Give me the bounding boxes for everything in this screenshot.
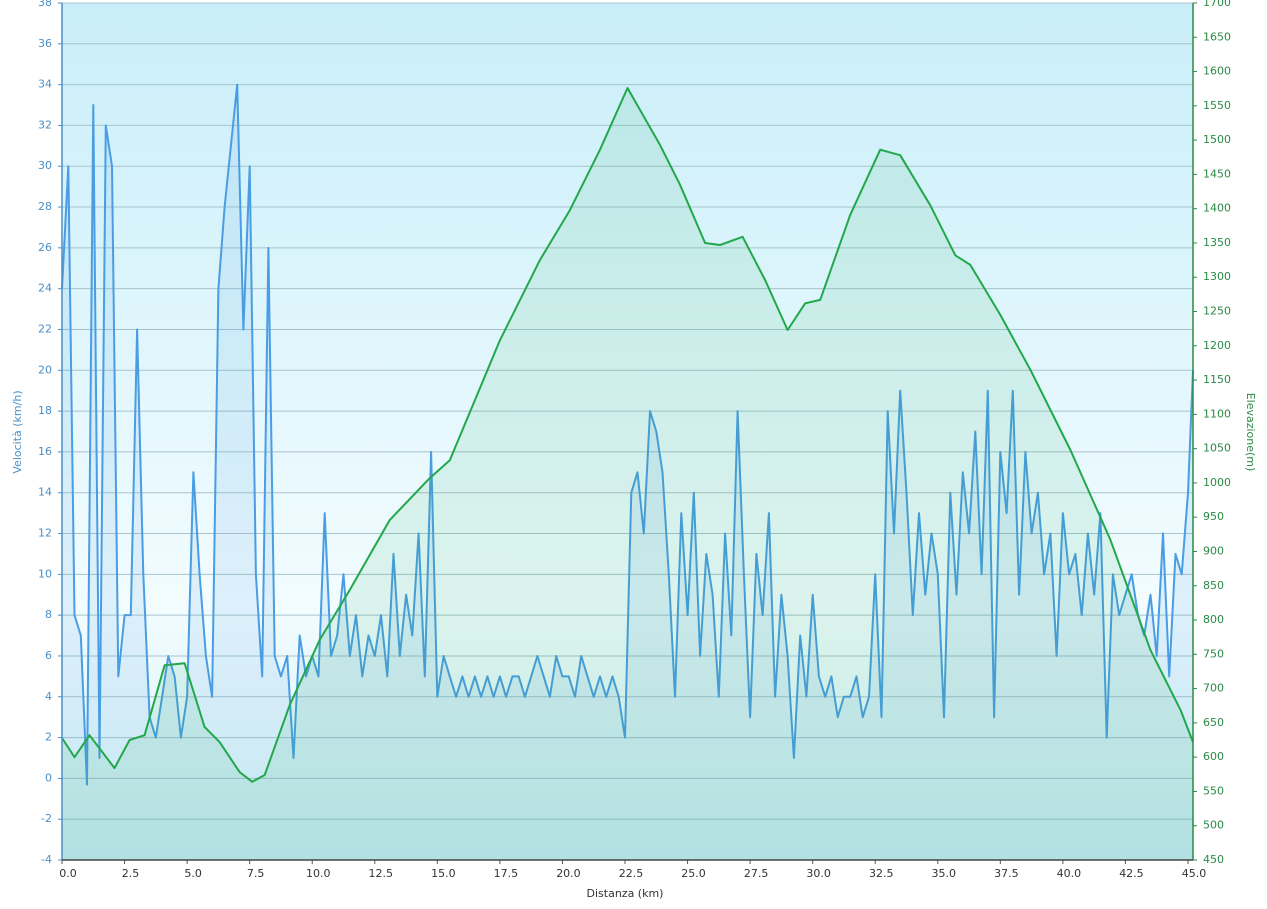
- y2-tick-label: 750: [1203, 647, 1224, 660]
- y2-tick-label: 950: [1203, 510, 1224, 523]
- x-tick-label: 40.0: [1057, 867, 1082, 880]
- y-tick-label: 16: [38, 445, 52, 458]
- y2-tick-label: 1200: [1203, 339, 1231, 352]
- y-tick-label: 28: [38, 200, 52, 213]
- y2-tick-label: 700: [1203, 682, 1224, 695]
- y-tick-label: 36: [38, 37, 52, 50]
- x-tick-label: 45.0: [1182, 867, 1207, 880]
- y-axis-label: Velocità (km/h): [11, 390, 24, 473]
- y-tick-label: 18: [38, 404, 52, 417]
- y-tick-label: 34: [38, 78, 52, 91]
- series-area: [62, 84, 1193, 861]
- y2-tick-label: 600: [1203, 750, 1224, 763]
- x-tick-label: 30.0: [806, 867, 831, 880]
- x-tick-label: 42.5: [1119, 867, 1144, 880]
- y2-tick-label: 1300: [1203, 270, 1231, 283]
- y2-tick-label: 500: [1203, 819, 1224, 832]
- y-tick-label: -4: [41, 853, 52, 866]
- y2-tick-label: 1250: [1203, 305, 1231, 318]
- y2-tick-label: 1100: [1203, 407, 1231, 420]
- y-tick-label: 12: [38, 527, 52, 540]
- y-tick-label: 6: [45, 649, 52, 662]
- y-tick-label: 24: [38, 282, 52, 295]
- y2-tick-label: 850: [1203, 579, 1224, 592]
- series-line: [61, 87, 1194, 783]
- y2-tick-label: 1400: [1203, 202, 1231, 215]
- plot-area: [62, 3, 1193, 860]
- y2-tick-label: 900: [1203, 544, 1224, 557]
- y2-tick-label: 1050: [1203, 442, 1231, 455]
- x-tick-label: 37.5: [994, 867, 1019, 880]
- series-area: [62, 88, 1193, 860]
- y2-tick-label: 650: [1203, 716, 1224, 729]
- y2-tick-label: 1150: [1203, 373, 1231, 386]
- y-tick-label: 20: [38, 363, 52, 376]
- y-tick-label: 0: [45, 771, 52, 784]
- y2-tick-label: 1500: [1203, 133, 1231, 146]
- y-tick-label: 2: [45, 731, 52, 744]
- x-tick-label: 32.5: [869, 867, 894, 880]
- y-tick-label: 22: [38, 322, 52, 335]
- y-tick-label: 30: [38, 159, 52, 172]
- x-tick-label: 25.0: [681, 867, 706, 880]
- y-tick-label: 38: [38, 0, 52, 9]
- y-tick-label: -2: [41, 812, 52, 825]
- x-tick-label: 10.0: [306, 867, 331, 880]
- x-tick-label: 7.5: [247, 867, 265, 880]
- series-line: [61, 83, 1194, 786]
- x-tick-label: 5.0: [184, 867, 202, 880]
- x-tick-label: 2.5: [122, 867, 140, 880]
- y-tick-label: 26: [38, 241, 52, 254]
- x-axis-label: Distanza (km): [587, 887, 664, 900]
- y2-axis-label: Elevazione(m): [1244, 393, 1257, 472]
- y2-tick-label: 1650: [1203, 30, 1231, 43]
- y-tick-label: 10: [38, 567, 52, 580]
- y2-tick-label: 1700: [1203, 0, 1231, 9]
- y-tick-label: 8: [45, 608, 52, 621]
- x-tick-label: 22.5: [619, 867, 644, 880]
- y2-tick-label: 1000: [1203, 476, 1231, 489]
- y2-tick-label: 450: [1203, 853, 1224, 866]
- y2-tick-label: 550: [1203, 784, 1224, 797]
- x-tick-label: 17.5: [494, 867, 519, 880]
- x-tick-label: 15.0: [431, 867, 456, 880]
- y2-tick-label: 800: [1203, 613, 1224, 626]
- x-tick-label: 0.0: [59, 867, 77, 880]
- y-tick-label: 4: [45, 690, 52, 703]
- y2-tick-label: 1600: [1203, 65, 1231, 78]
- y2-tick-label: 1550: [1203, 99, 1231, 112]
- y-tick-label: 14: [38, 486, 52, 499]
- x-tick-label: 12.5: [369, 867, 394, 880]
- x-tick-label: 27.5: [744, 867, 769, 880]
- x-tick-label: 20.0: [556, 867, 581, 880]
- x-tick-label: 35.0: [932, 867, 957, 880]
- y2-tick-label: 1450: [1203, 167, 1231, 180]
- y2-tick-label: 1350: [1203, 236, 1231, 249]
- y-tick-label: 32: [38, 118, 52, 131]
